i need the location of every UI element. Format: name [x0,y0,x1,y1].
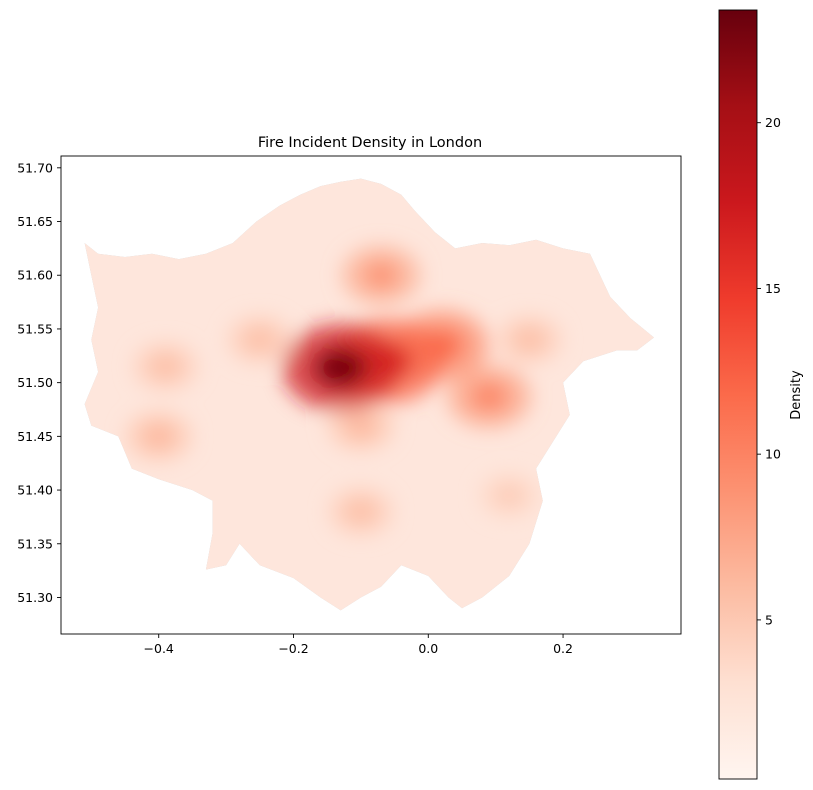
y-tick-label: 51.35 [17,536,53,551]
density-hotspot [363,261,399,289]
y-tick-label: 51.30 [17,590,53,605]
colorbar-tick-label: 10 [765,447,781,462]
density-hotspot [495,485,523,506]
chart-title: Fire Incident Density in London [258,135,482,151]
map-layer [84,178,655,611]
x-tick-label: 0.0 [418,641,438,656]
y-tick-label: 51.65 [17,214,53,229]
x-tick-label: 0.2 [553,641,573,656]
density-hotspot [470,382,508,411]
colorbar-tick-label: 5 [765,612,773,627]
x-tick-label: −0.2 [278,641,308,656]
density-hotspot [151,355,180,378]
x-tick-label: −0.4 [144,641,174,656]
plot-frame [60,155,682,635]
y-tick-label: 51.40 [17,483,53,498]
density-layer [84,178,655,611]
density-hotspot [345,414,376,437]
y-tick-label: 51.60 [17,268,53,283]
y-tick-label: 51.50 [17,375,53,390]
density-hotspot [514,328,544,351]
colorbar-tick-label: 15 [765,281,781,296]
colorbar-frame [718,9,758,780]
colorbar-ticks: 5 10 15 20 [757,115,781,627]
density-hotspot [314,348,367,388]
y-tick-label: 51.55 [17,321,53,336]
y-tick-label: 51.45 [17,429,53,444]
colorbar-label: Density [789,370,804,420]
density-blobs [125,245,562,536]
y-axis: 51.30 51.35 51.40 51.45 51.50 51.55 51.60 51.65… [17,160,61,605]
density-hotspot [245,328,275,351]
y-tick-label: 51.70 [17,160,53,175]
x-axis: −0.4 −0.2 0.0 0.2 [144,634,573,656]
colorbar: 5 10 15 20 Density [718,9,804,780]
colorbar-tick-label: 20 [765,115,781,130]
density-hotspot [143,425,174,448]
colorbar-gradient [719,10,757,779]
density-hotspot [346,500,376,523]
